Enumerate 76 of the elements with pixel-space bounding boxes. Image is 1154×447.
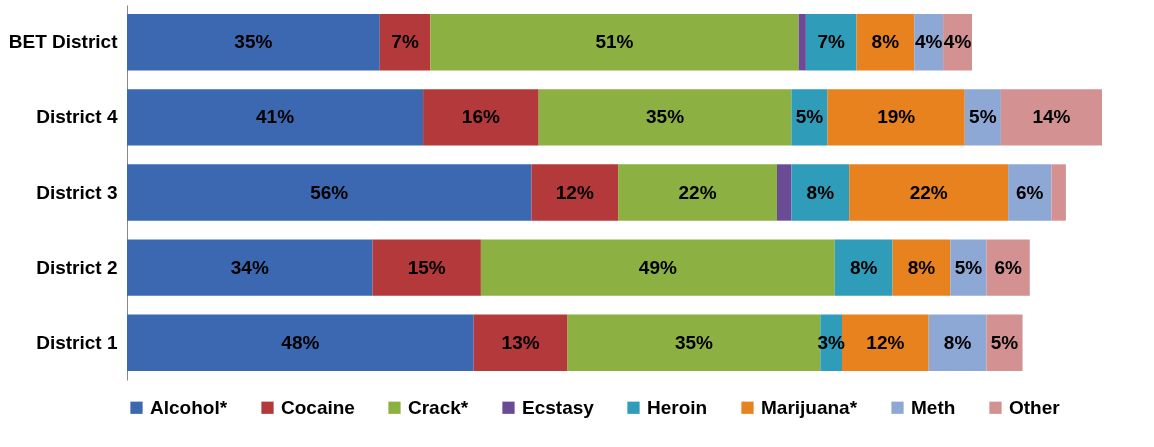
bar bbox=[791, 89, 828, 146]
data-label: 19% bbox=[877, 106, 916, 128]
bar bbox=[892, 239, 951, 296]
data-label: 35% bbox=[674, 331, 714, 353]
bar bbox=[986, 314, 1023, 371]
data-label: 22% bbox=[909, 181, 948, 203]
data-label: 6% bbox=[994, 256, 1022, 278]
data-label: 16% bbox=[461, 106, 501, 128]
bar bbox=[372, 239, 481, 296]
bar bbox=[805, 14, 857, 71]
data-label: 5% bbox=[969, 106, 997, 128]
y-tick-label: BET District bbox=[8, 31, 119, 53]
data-label: 14% bbox=[1032, 106, 1071, 128]
y-tick-label: District 1 bbox=[36, 331, 118, 353]
legend-label: Crack* bbox=[408, 396, 469, 418]
bar bbox=[1051, 164, 1066, 221]
y-tick-label: District 3 bbox=[36, 181, 118, 203]
bar bbox=[531, 164, 619, 221]
bar bbox=[538, 89, 792, 146]
bar bbox=[473, 314, 568, 371]
data-label: 34% bbox=[230, 256, 269, 278]
legend-label: Alcohol* bbox=[150, 396, 228, 418]
bar bbox=[379, 14, 431, 71]
bar bbox=[127, 239, 373, 296]
data-label: 15% bbox=[407, 256, 446, 278]
data-label: 8% bbox=[849, 256, 878, 278]
data-label: 5% bbox=[954, 256, 983, 278]
bar bbox=[827, 89, 965, 146]
bar bbox=[127, 314, 474, 371]
bar bbox=[127, 14, 380, 71]
data-label: 41% bbox=[256, 106, 295, 128]
bar bbox=[834, 239, 893, 296]
bar bbox=[1008, 164, 1052, 221]
data-label: 4% bbox=[943, 31, 972, 53]
y-tick-label: District 2 bbox=[36, 256, 118, 278]
y-tick-label: District 4 bbox=[36, 106, 118, 128]
data-label: 35% bbox=[234, 31, 273, 53]
bar bbox=[856, 14, 915, 71]
legend-label: Meth bbox=[911, 396, 956, 418]
data-label: 6% bbox=[1016, 181, 1044, 203]
bar bbox=[798, 14, 806, 71]
data-label: 4% bbox=[914, 31, 943, 53]
data-label: 8% bbox=[806, 181, 835, 203]
data-label: 51% bbox=[595, 31, 634, 53]
data-label: 8% bbox=[943, 331, 972, 353]
data-label: 22% bbox=[678, 181, 717, 203]
data-label: 8% bbox=[907, 256, 936, 278]
data-label: 7% bbox=[817, 31, 845, 53]
data-label: 5% bbox=[990, 331, 1019, 353]
bar bbox=[1000, 89, 1102, 146]
legend-label: Other bbox=[1009, 396, 1061, 418]
bar bbox=[127, 89, 424, 146]
bar bbox=[791, 164, 850, 221]
data-label: 5% bbox=[795, 106, 824, 128]
bar bbox=[618, 164, 777, 221]
data-label: 35% bbox=[646, 106, 685, 128]
data-label: 56% bbox=[310, 181, 349, 203]
bar bbox=[777, 164, 792, 221]
bar bbox=[423, 89, 539, 146]
legend-label: Marijuana* bbox=[761, 396, 858, 418]
data-label: 13% bbox=[501, 331, 540, 353]
bar bbox=[928, 314, 987, 371]
legend-label: Heroin bbox=[647, 396, 708, 418]
data-label: 48% bbox=[281, 331, 320, 353]
data-label: 12% bbox=[866, 331, 905, 353]
bar bbox=[480, 239, 835, 296]
legend-label: Ecstasy bbox=[522, 396, 595, 418]
bar bbox=[430, 14, 799, 71]
data-label: 7% bbox=[391, 31, 419, 53]
bar bbox=[127, 164, 532, 221]
data-label: 8% bbox=[871, 31, 900, 53]
bar bbox=[849, 164, 1009, 221]
data-label: 12% bbox=[555, 181, 594, 203]
legend-label: Cocaine bbox=[281, 396, 355, 418]
data-label: 49% bbox=[638, 256, 677, 278]
bar bbox=[986, 239, 1030, 296]
